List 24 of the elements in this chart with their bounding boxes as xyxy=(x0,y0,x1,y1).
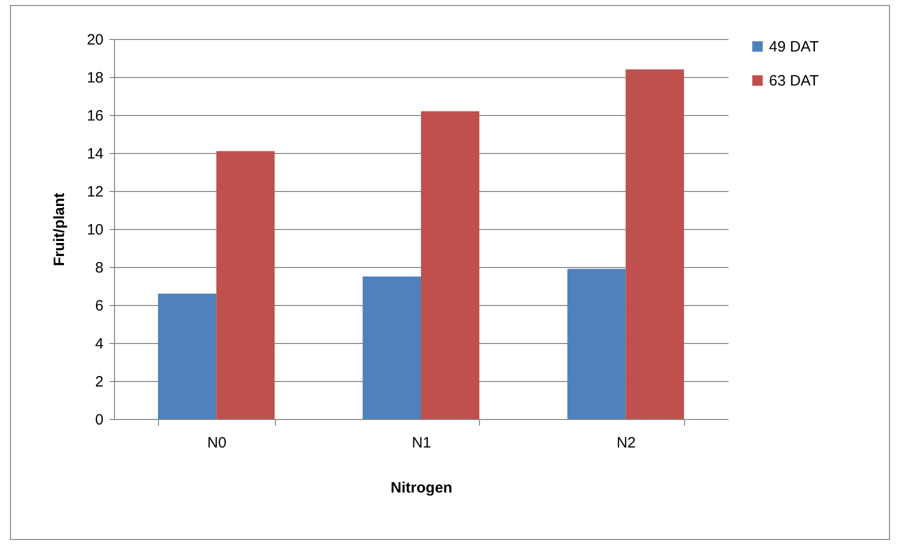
x-axis-title: Nitrogen xyxy=(390,480,452,496)
x-tick-label: N1 xyxy=(412,434,432,452)
x-tick-label: N2 xyxy=(616,434,636,452)
y-tick-label: 16 xyxy=(86,108,104,124)
y-tick-label: 10 xyxy=(86,222,104,238)
bar xyxy=(626,69,684,419)
bar xyxy=(362,276,421,419)
bar xyxy=(421,111,480,419)
y-tick-label: 2 xyxy=(95,374,104,390)
legend-label: 63 DAT xyxy=(769,72,819,90)
legend-label: 49 DAT xyxy=(769,38,819,56)
y-tick-label: 12 xyxy=(86,184,104,200)
y-tick-label: 18 xyxy=(86,70,104,86)
y-tick-label: 6 xyxy=(95,298,104,314)
y-tick-label: 8 xyxy=(95,260,104,276)
bar xyxy=(158,294,216,419)
y-tick-label: 4 xyxy=(95,336,104,352)
y-tick-label: 0 xyxy=(95,412,104,428)
y-axis-title: Fruit/plant xyxy=(50,192,68,266)
x-tick-label: N0 xyxy=(207,434,226,452)
y-tick-label: 20 xyxy=(86,32,104,48)
bar xyxy=(567,268,626,419)
bar xyxy=(216,151,275,419)
y-tick-label: 14 xyxy=(86,146,104,162)
